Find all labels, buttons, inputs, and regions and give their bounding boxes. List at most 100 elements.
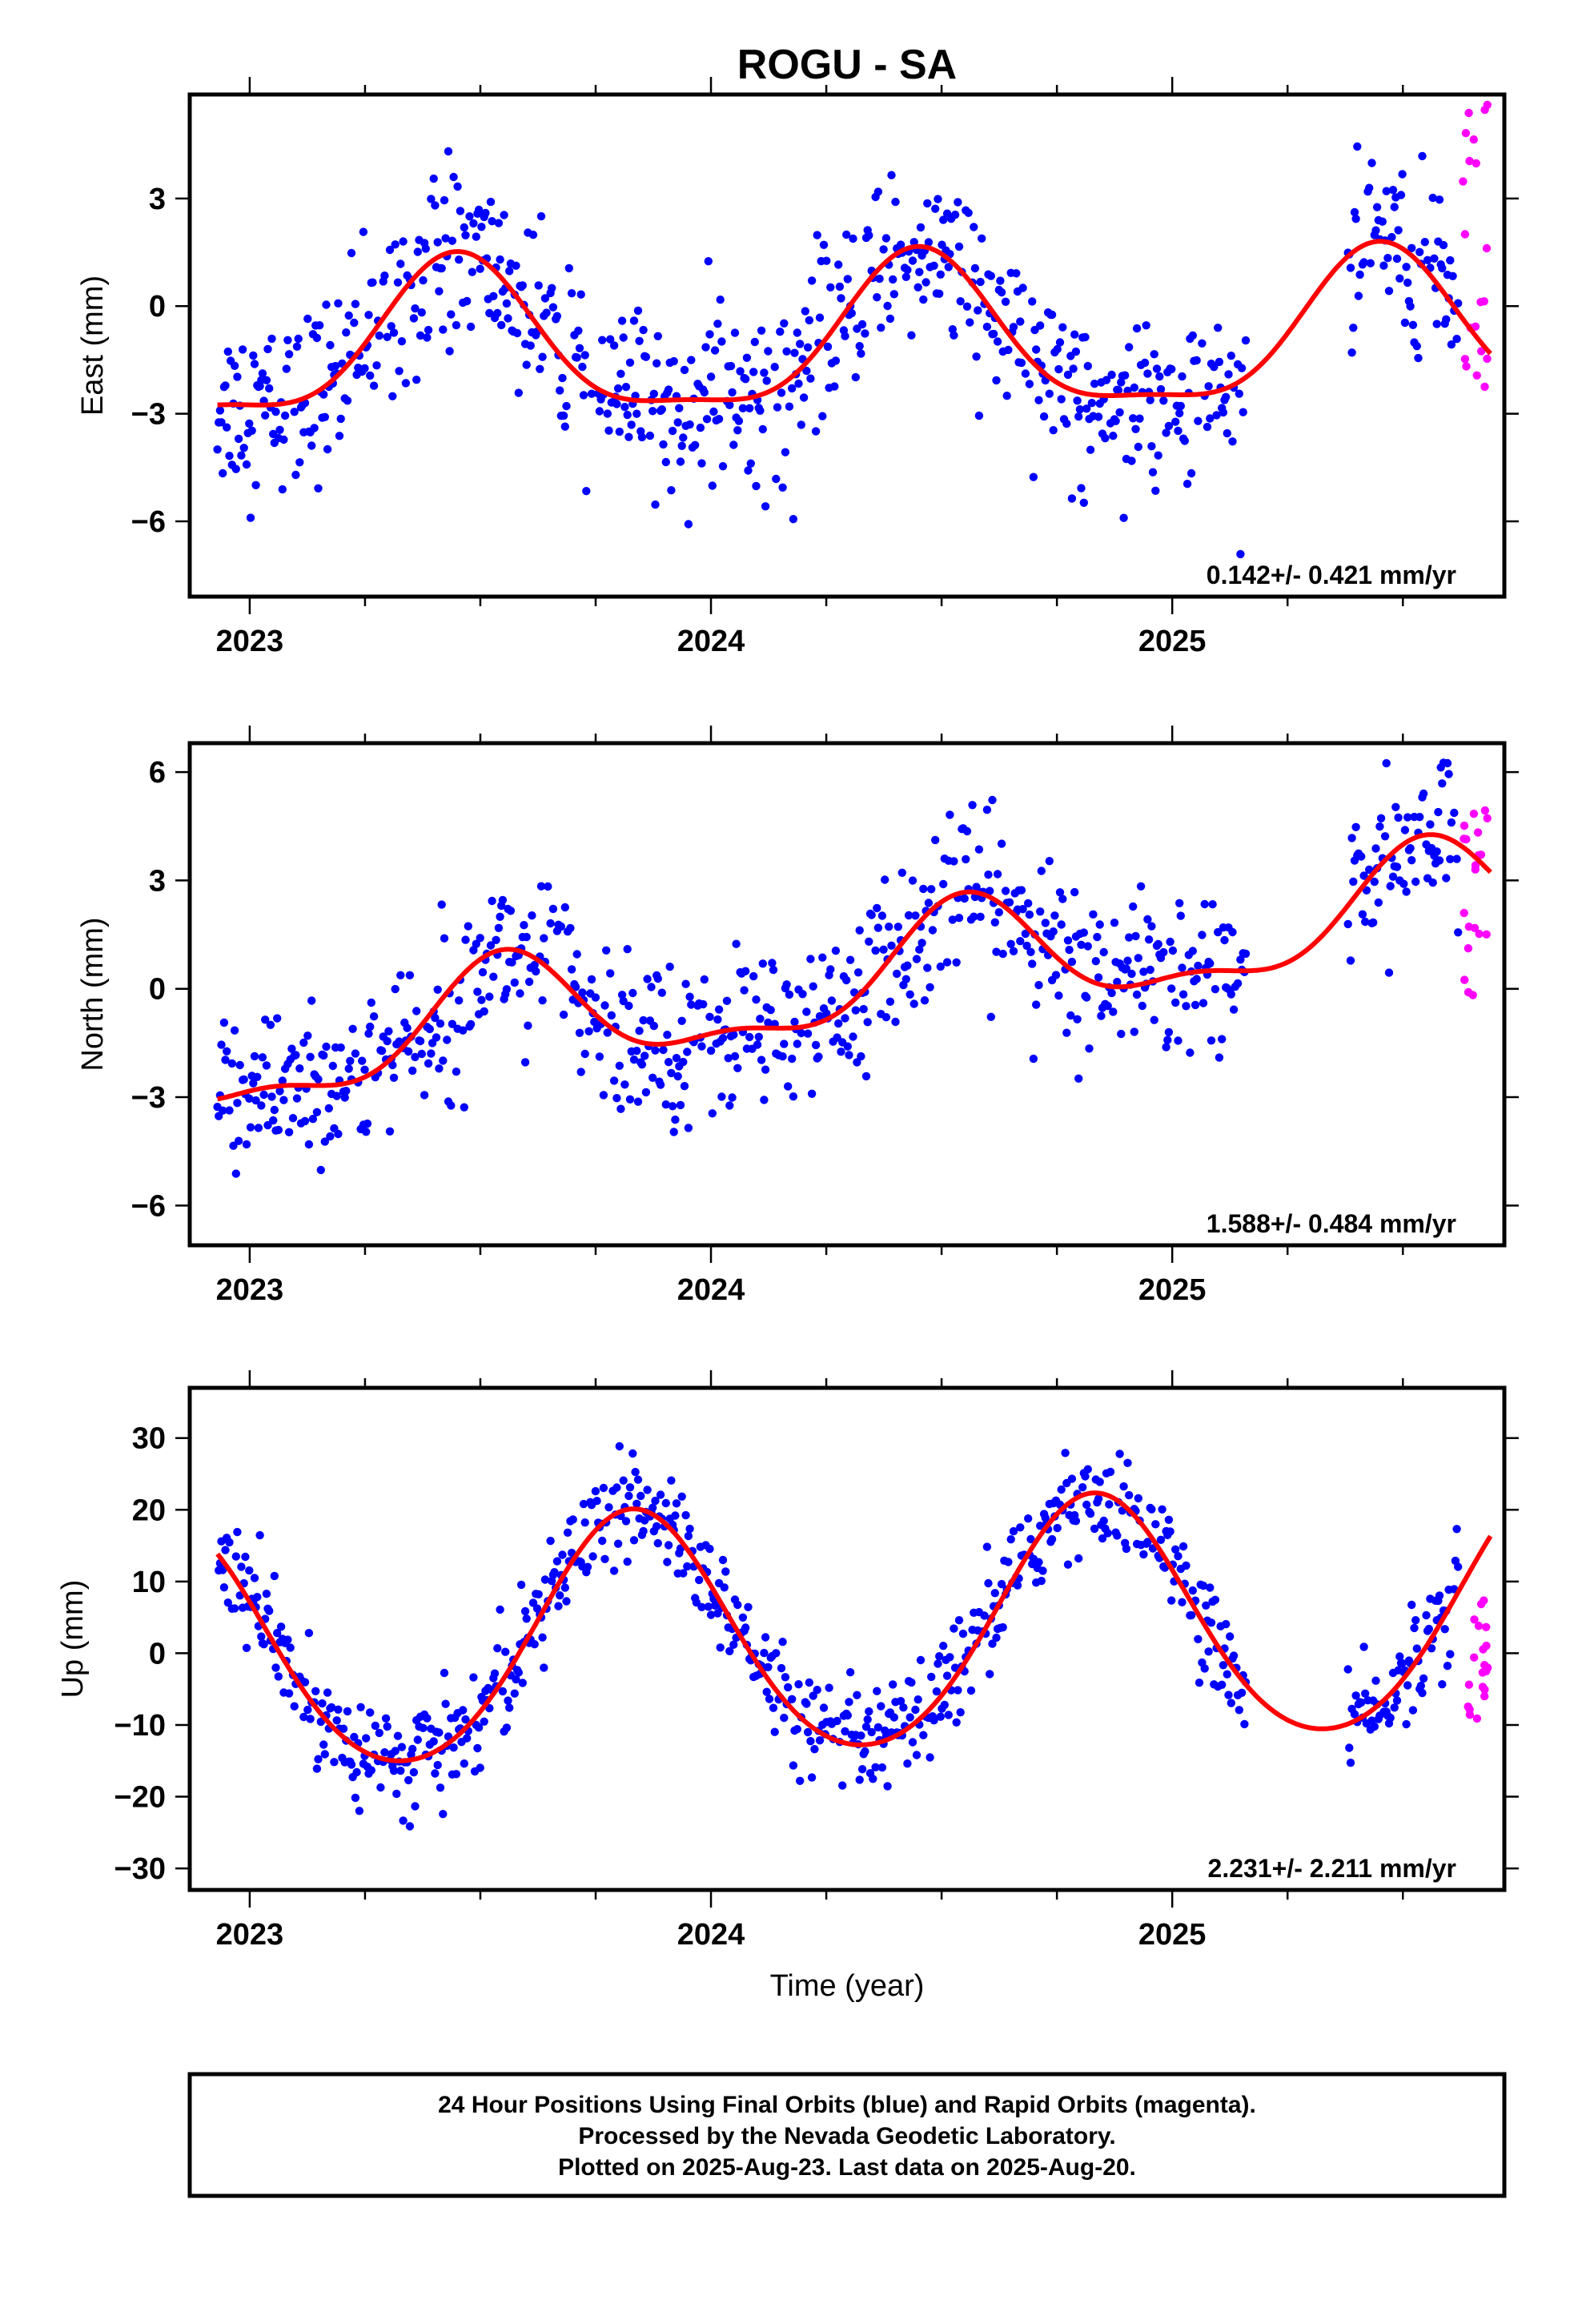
final-orbit-point (433, 1760, 442, 1770)
final-orbit-point (514, 388, 523, 397)
final-orbit-point (1134, 954, 1143, 963)
final-orbit-point (257, 1101, 266, 1110)
final-orbit-point (1211, 1595, 1220, 1605)
final-orbit-point (1082, 404, 1091, 413)
final-orbit-point (788, 1695, 797, 1703)
final-orbit-point (312, 1108, 322, 1117)
final-orbit-point (696, 423, 705, 432)
final-orbit-point (625, 1483, 635, 1492)
final-orbit-point (1411, 1616, 1420, 1625)
final-orbit-point (1127, 456, 1136, 465)
final-orbit-point (1079, 498, 1089, 507)
final-orbit-point (335, 432, 344, 440)
final-orbit-point (769, 965, 778, 975)
final-orbit-point (831, 947, 841, 955)
rapid-orbit-point (1464, 1680, 1474, 1689)
final-orbit-point (241, 1552, 250, 1562)
final-orbit-point (245, 1094, 254, 1104)
final-orbit-point (940, 1700, 950, 1710)
final-orbit-point (409, 314, 419, 323)
final-orbit-point (1378, 217, 1387, 226)
final-orbit-point (1085, 1044, 1094, 1053)
final-orbit-point (377, 1047, 387, 1055)
final-orbit-point (1081, 332, 1090, 342)
final-orbit-point (510, 978, 519, 987)
final-orbit-point (1443, 758, 1452, 768)
final-orbit-point (1219, 408, 1228, 417)
final-orbit-point (861, 1723, 871, 1731)
final-orbit-point (879, 245, 888, 254)
final-orbit-point (489, 292, 498, 300)
final-orbit-point (1024, 1514, 1033, 1523)
final-orbit-point (449, 172, 458, 182)
final-orbit-point (433, 238, 442, 247)
final-orbit-point (1206, 959, 1215, 968)
final-orbit-point (815, 313, 825, 322)
final-orbit-point (930, 261, 938, 270)
final-orbit-point (672, 1499, 681, 1508)
rate-label-east: 0.142+/- 0.421 mm/yr (1207, 561, 1456, 589)
final-orbit-point (661, 1498, 670, 1508)
model-fit-line (217, 239, 1492, 408)
final-orbit-point (560, 1583, 569, 1592)
x-tick-label: 2024 (677, 1918, 745, 1952)
final-orbit-point (339, 1724, 348, 1733)
final-orbit-point (946, 810, 954, 819)
final-orbit-point (1408, 320, 1418, 329)
final-orbit-point (729, 1030, 738, 1039)
final-orbit-point (536, 882, 546, 891)
final-orbit-point (1214, 927, 1223, 937)
final-orbit-point (1028, 297, 1037, 306)
final-orbit-point (559, 1010, 568, 1019)
final-orbit-point (772, 1649, 781, 1658)
final-orbit-point (1171, 998, 1180, 1007)
final-orbit-point (452, 1770, 461, 1779)
final-orbit-point (257, 1632, 266, 1641)
final-orbit-point (247, 426, 256, 435)
final-orbit-point (673, 1072, 682, 1081)
final-orbit-point (859, 1004, 868, 1014)
final-orbit-point (623, 410, 632, 420)
final-orbit-point (485, 308, 494, 318)
final-orbit-point (992, 376, 1001, 385)
final-orbit-point (1132, 324, 1142, 333)
final-orbit-point (1359, 258, 1368, 267)
final-orbit-point (1186, 1048, 1195, 1057)
final-orbit-point (620, 1080, 629, 1089)
final-orbit-point (891, 1017, 900, 1027)
final-orbit-point (1094, 973, 1103, 982)
y-tick-label: −3 (131, 398, 166, 432)
final-orbit-point (439, 1056, 448, 1065)
final-orbit-point (889, 275, 897, 284)
final-orbit-point (314, 1075, 323, 1084)
final-orbit-point (881, 875, 889, 884)
final-orbit-point (453, 182, 462, 191)
rapid-orbit-point (1462, 362, 1471, 371)
final-orbit-point (855, 342, 864, 351)
final-orbit-point (853, 968, 863, 977)
final-orbit-point (556, 1591, 564, 1600)
final-orbit-point (924, 238, 934, 247)
final-orbit-point (559, 411, 568, 420)
final-orbit-point (639, 1015, 648, 1025)
final-orbit-point (1136, 882, 1146, 891)
final-orbit-point (284, 350, 294, 359)
final-orbit-point (1239, 408, 1247, 416)
final-orbit-point (656, 1490, 665, 1499)
x-axis-label: Time (year) (770, 1969, 925, 2003)
final-orbit-point (280, 411, 290, 420)
final-orbit-point (1390, 203, 1399, 211)
rapid-orbit-point (1464, 108, 1473, 118)
final-orbit-point (972, 352, 981, 361)
final-orbit-point (857, 1731, 865, 1740)
final-orbit-point (1407, 856, 1416, 865)
final-orbit-point (830, 382, 839, 391)
final-orbit-point (340, 1093, 349, 1102)
final-orbit-point (427, 1049, 436, 1058)
final-orbit-point (342, 328, 351, 337)
final-orbit-point (625, 1095, 635, 1104)
final-orbit-point (729, 440, 738, 449)
final-orbit-point (528, 231, 538, 239)
x-tick-label: 2024 (677, 1273, 745, 1307)
final-orbit-point (578, 988, 587, 997)
